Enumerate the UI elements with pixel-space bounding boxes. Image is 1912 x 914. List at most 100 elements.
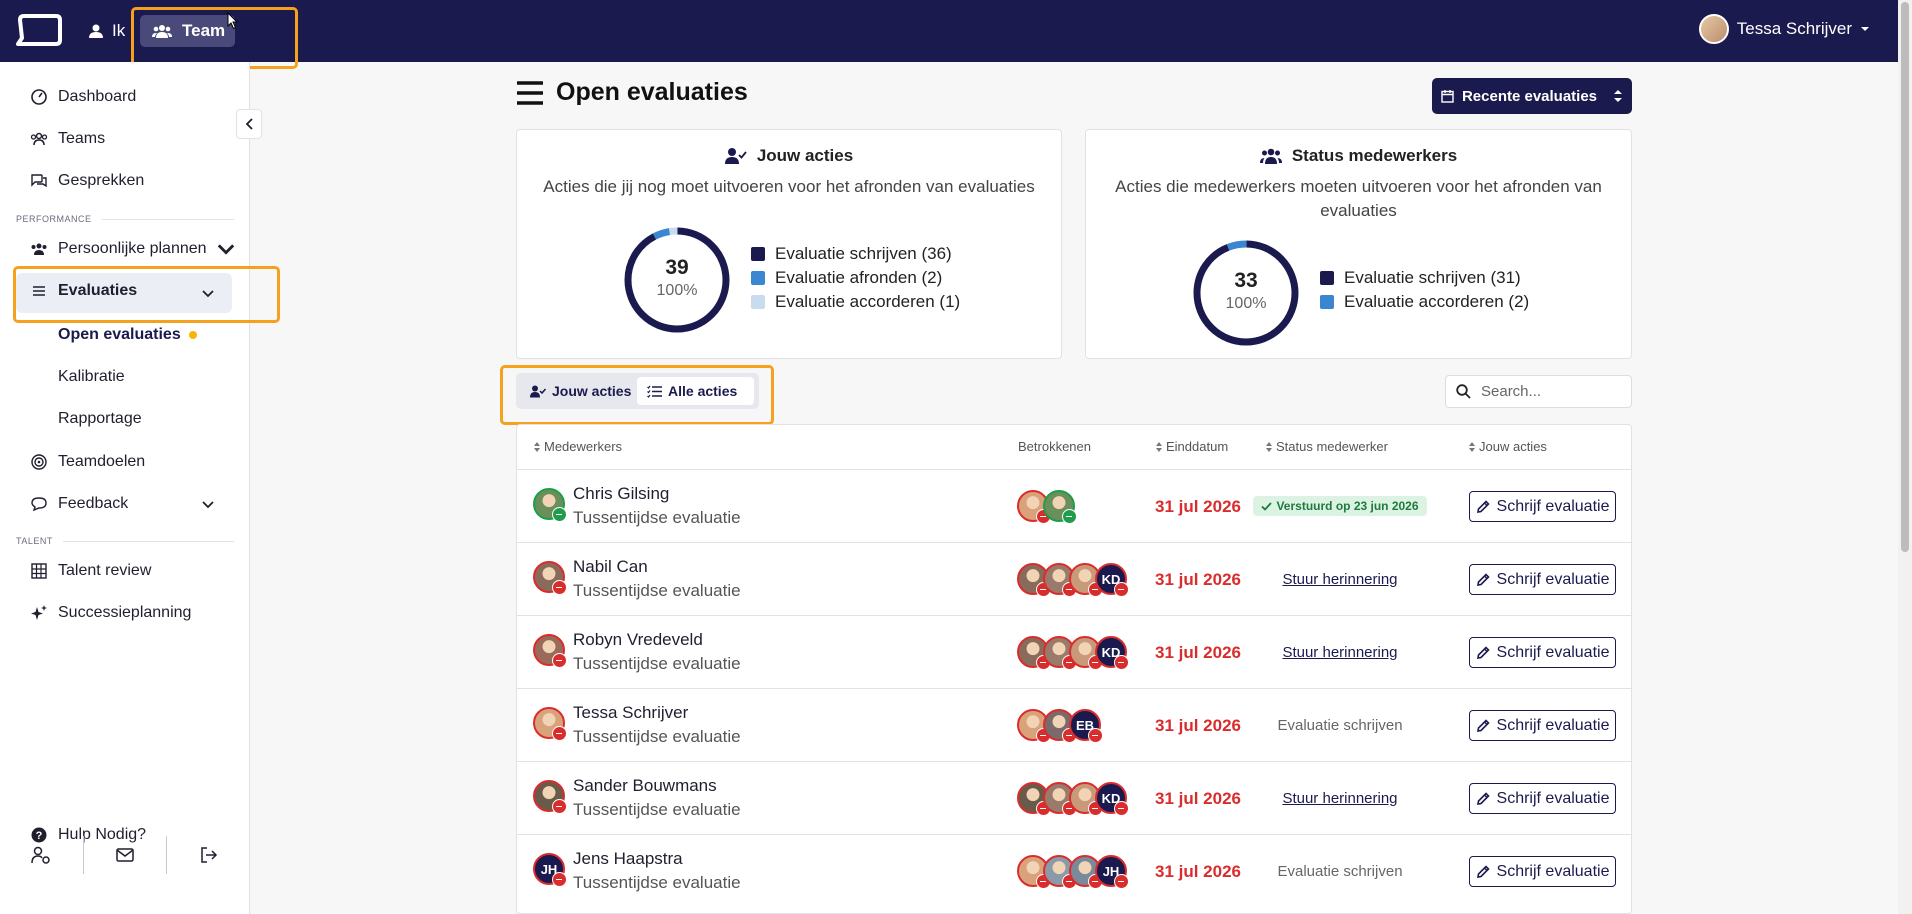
scrollbar-thumb[interactable] xyxy=(1901,2,1909,552)
employee-name[interactable]: Nabil Can xyxy=(573,557,648,576)
legend-item: Evaluatie accorderen (1) xyxy=(751,290,960,314)
legend-swatch xyxy=(1320,295,1334,309)
legend-item: Evaluatie afronden (2) xyxy=(751,266,960,290)
column-header-status[interactable]: Status medewerker xyxy=(1265,439,1388,454)
donut-chart xyxy=(624,227,730,333)
chat-icon xyxy=(31,174,47,188)
table-row[interactable]: Tessa Schrijver Tussentijdse evaluatie EB… xyxy=(517,688,1631,761)
collapse-sidebar-button[interactable] xyxy=(236,109,262,139)
section-label: TALENT xyxy=(16,536,53,546)
sidebar-item-persoonlijke-plannen[interactable]: Persoonlijke plannen xyxy=(30,240,235,258)
table-row[interactable]: Sander Bouwmans Tussentijdse evaluatie KD… xyxy=(517,761,1631,834)
column-header-medewerkers[interactable]: Medewerkers xyxy=(533,439,622,454)
card-title-text: Jouw acties xyxy=(756,146,854,165)
sidebar-item-evaluaties[interactable]: Evaluaties xyxy=(30,282,137,300)
send-reminder-link[interactable]: Stuur herinnering xyxy=(1282,643,1398,661)
sidebar-item-label: Evaluaties xyxy=(58,282,138,299)
sidebar-item-gesprekken[interactable]: Gesprekken xyxy=(30,172,144,190)
table-row[interactable]: JH Jens Haapstra Tussentijdse evaluatie JH… xyxy=(517,834,1631,907)
employee-name[interactable]: Jens Haapstra xyxy=(573,849,683,868)
nav-ik[interactable]: Ik xyxy=(88,17,125,45)
avatar: EB xyxy=(1069,709,1103,743)
pencil-icon xyxy=(1476,499,1490,513)
employee-status: Stuur herinnering xyxy=(1245,567,1435,591)
legend-label: Evaluatie afronden (2) xyxy=(775,268,943,287)
envelope-icon xyxy=(116,848,134,862)
write-evaluation-button[interactable]: Schrijf evaluatie xyxy=(1469,637,1616,668)
sidebar-item-talent-review[interactable]: Talent review xyxy=(30,562,151,580)
employee-name[interactable]: Robyn Vredeveld xyxy=(573,630,703,649)
logout-button[interactable] xyxy=(167,835,250,875)
pencil-icon xyxy=(1476,572,1490,586)
notification-dot xyxy=(189,330,198,339)
send-reminder-link[interactable]: Stuur herinnering xyxy=(1282,789,1398,807)
column-header-jouw-acties[interactable]: Jouw acties xyxy=(1468,439,1547,454)
sidebar-item-successieplanning[interactable]: Successieplanning xyxy=(30,604,191,622)
sidebar-item-teamdoelen[interactable]: Teamdoelen xyxy=(30,453,145,471)
table-row[interactable]: Robyn Vredeveld Tussentijdse evaluatie KD… xyxy=(517,615,1631,688)
status-badge: Verstuurd op 23 jun 2026 xyxy=(1253,496,1427,516)
due-date: 31 jul 2026 xyxy=(1155,643,1242,662)
table-row[interactable]: Nabil Can Tussentijdse evaluatie KD 31 jul… xyxy=(517,542,1631,615)
employee-name[interactable]: Chris Gilsing xyxy=(573,484,670,503)
sidebar-item-feedback[interactable]: Feedback xyxy=(30,495,128,513)
write-evaluation-button[interactable]: Schrijf evaluatie xyxy=(1469,710,1616,741)
teams-icon xyxy=(30,132,48,146)
nav-team[interactable]: Team xyxy=(140,15,235,47)
recent-evaluations-select[interactable]: Recente evaluaties xyxy=(1432,78,1632,114)
help-link[interactable]: ? Hulp Nodig? xyxy=(30,826,146,844)
user-check-icon xyxy=(724,148,747,164)
divider xyxy=(166,836,168,874)
sidebar-item-teams[interactable]: Teams xyxy=(30,130,105,148)
write-evaluation-label: Schrijf evaluatie xyxy=(1496,497,1610,515)
write-evaluation-button[interactable]: Schrijf evaluatie xyxy=(1469,783,1616,814)
messages-button[interactable] xyxy=(84,835,167,875)
involved-avatars: KD xyxy=(1017,636,1129,670)
sort-icon xyxy=(1266,441,1272,452)
sidebar-item-evaluaties-active-bg xyxy=(16,273,232,313)
pencil-icon xyxy=(1476,645,1490,659)
write-evaluation-button[interactable]: Schrijf evaluatie xyxy=(1469,491,1616,522)
card-title: Jouw acties xyxy=(517,146,1061,166)
search-input[interactable]: Search... xyxy=(1445,375,1632,408)
sort-icon xyxy=(1156,441,1162,452)
legend-label: Evaluatie accorderen (2) xyxy=(1344,292,1530,311)
send-reminder-link[interactable]: Stuur herinnering xyxy=(1282,570,1398,588)
chevron-down-icon[interactable] xyxy=(202,500,214,509)
app-logo[interactable] xyxy=(14,14,62,46)
legend-label: Evaluatie accorderen (1) xyxy=(775,292,961,311)
write-evaluation-button[interactable]: Schrijf evaluatie xyxy=(1469,564,1616,595)
donut-total: 39 xyxy=(665,256,689,279)
write-evaluation-button[interactable]: Schrijf evaluatie xyxy=(1469,856,1616,887)
highlight-evaluaties xyxy=(13,266,280,323)
employee-name[interactable]: Tessa Schrijver xyxy=(573,703,689,722)
chevron-down-icon[interactable] xyxy=(202,289,214,298)
user-menu[interactable]: Tessa Schrijver xyxy=(1698,14,1870,44)
scrollbar[interactable] xyxy=(1898,0,1912,914)
card-status-medewerkers: Status medewerkers Acties die medewerker… xyxy=(1085,129,1632,359)
sidebar-item-dashboard[interactable]: Dashboard xyxy=(30,88,136,106)
profile-settings-button[interactable] xyxy=(0,835,83,875)
table-row[interactable]: Chris Gilsing Tussentijdse evaluatie 31 j… xyxy=(517,469,1631,542)
due-date: 31 jul 2026 xyxy=(1155,789,1242,808)
avatar: KD xyxy=(1095,636,1129,670)
employee-name[interactable]: Sander Bouwmans xyxy=(573,776,717,795)
sidebar-sub-rapportage[interactable]: Rapportage xyxy=(58,410,142,427)
status-badge xyxy=(552,799,567,814)
toggle-alle-acties[interactable]: Alle acties xyxy=(637,377,754,405)
avatar xyxy=(533,488,567,522)
chevron-left-icon xyxy=(245,118,253,130)
column-header-einddatum[interactable]: Einddatum xyxy=(1155,439,1228,454)
involved-avatars: KD xyxy=(1017,563,1129,597)
sidebar-sub-open-evaluaties[interactable]: Open evaluaties xyxy=(58,326,198,344)
evaluation-type: Tussentijdse evaluatie xyxy=(573,581,741,600)
toggle-jouw-acties[interactable]: Jouw acties xyxy=(520,377,641,405)
pencil-icon xyxy=(1476,791,1490,805)
column-header-label: Status medewerker xyxy=(1276,439,1388,454)
legend-swatch xyxy=(751,271,765,285)
avatar xyxy=(533,561,567,595)
section-performance: PERFORMANCE xyxy=(16,214,234,224)
sidebar-sub-kalibratie[interactable]: Kalibratie xyxy=(58,368,125,385)
card-title-text: Status medewerkers xyxy=(1291,146,1458,165)
legend: Evaluatie schrijven (31) Evaluatie accor… xyxy=(1320,266,1529,314)
